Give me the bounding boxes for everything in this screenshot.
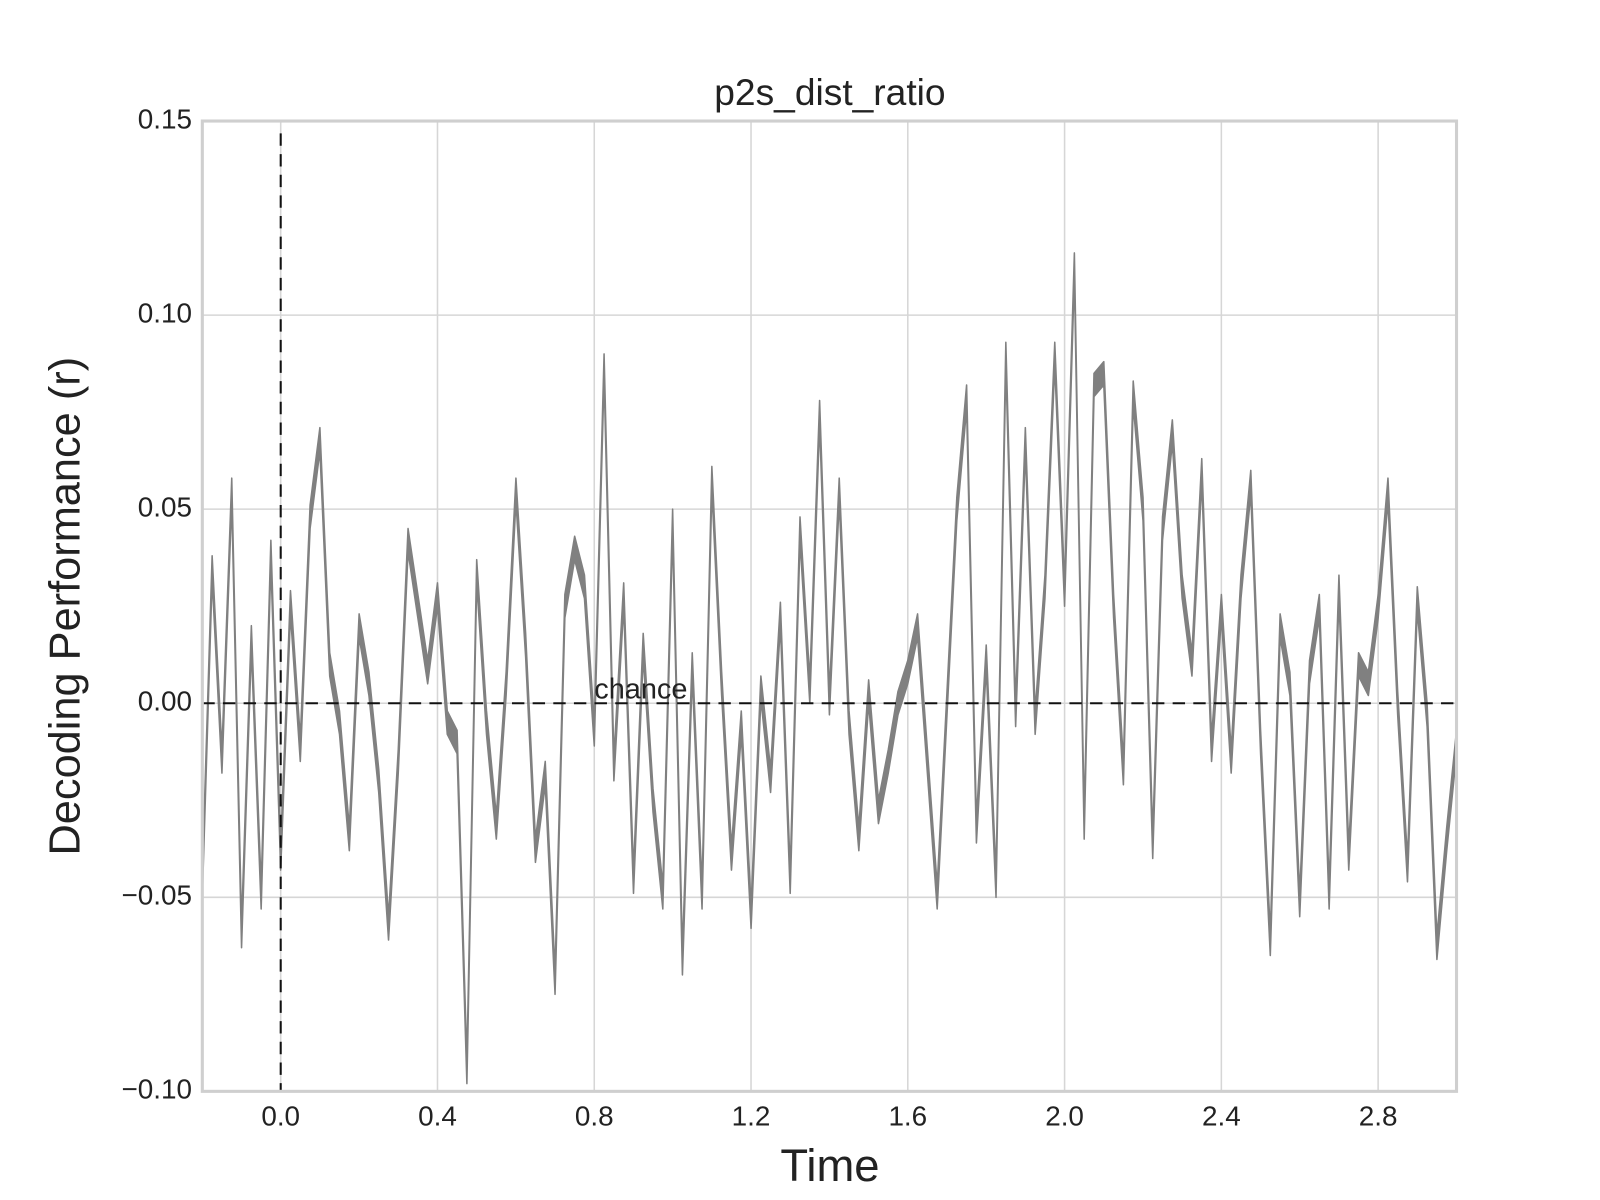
x-tick-label: 2.8 xyxy=(1359,1101,1398,1132)
band-area xyxy=(201,252,1458,1085)
x-tick-label: 0.0 xyxy=(261,1101,300,1132)
x-tick-label: 2.4 xyxy=(1202,1101,1241,1132)
y-axis-label: Decoding Performance (r) xyxy=(42,357,90,856)
x-tick-label: 0.8 xyxy=(575,1101,614,1132)
x-tick-label: 2.0 xyxy=(1045,1101,1084,1132)
x-axis-label: Time xyxy=(780,1140,879,1191)
y-tick-label: −0.10 xyxy=(122,1074,193,1105)
x-tick-label: 0.4 xyxy=(418,1101,457,1132)
y-tick-label: −0.05 xyxy=(122,880,193,911)
y-tick-label: 0.05 xyxy=(138,492,192,523)
annotation: chance xyxy=(594,673,687,705)
plot-frame xyxy=(200,119,1459,1093)
x-tick-label: 1.2 xyxy=(732,1101,771,1132)
y-tick-label: 0.15 xyxy=(138,103,192,134)
y-tick-label: 0.10 xyxy=(138,297,192,328)
y-tick-label: 0.00 xyxy=(138,686,192,717)
chart-title: p2s_dist_ratio xyxy=(714,71,945,113)
x-tick-label: 1.6 xyxy=(888,1101,927,1132)
